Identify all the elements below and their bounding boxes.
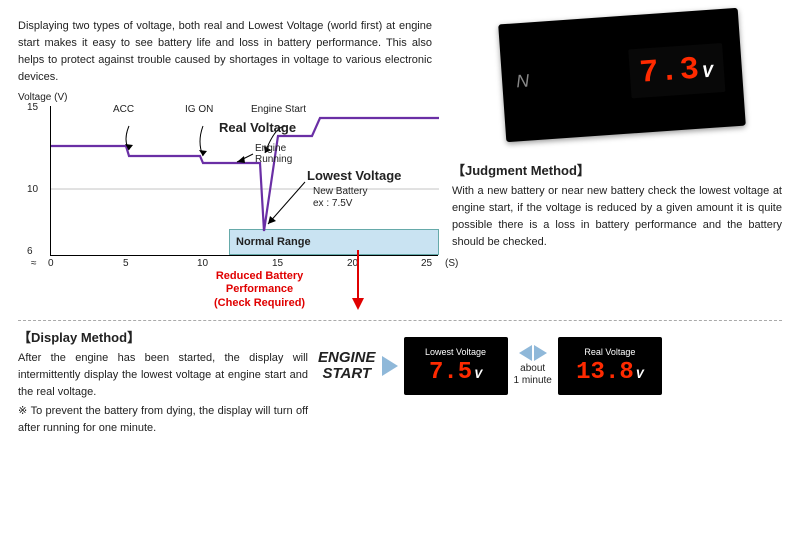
xtick-10: 10 — [197, 258, 208, 269]
intro-text: Displaying two types of voltage, both re… — [18, 18, 432, 86]
label-example: ex : 7.5V — [313, 198, 352, 209]
display-method-title: 【Display Method】 — [18, 327, 308, 346]
top-row: Displaying two types of voltage, both re… — [0, 0, 800, 312]
left-column: Displaying two types of voltage, both re… — [0, 0, 440, 312]
arrow-right-small-icon — [534, 345, 547, 361]
judgment-title: 【Judgment Method】 — [452, 160, 782, 179]
y-axis-label: Voltage (V) — [18, 92, 67, 103]
bidirectional-arrows: about1 minute — [514, 345, 552, 387]
axis-break: ≈ — [31, 258, 37, 269]
flow-diagram: ENGINESTART Lowest Voltage 7.5V about1 m… — [318, 327, 782, 395]
judgment-body: With a new battery or near new battery c… — [452, 183, 782, 251]
lowest-value: 7.5V — [429, 359, 482, 386]
right-column: N 7.3V 【Judgment Method】 With a new batt… — [440, 0, 800, 312]
device-side-letter: N — [515, 71, 529, 93]
real-voltage-display: Real Voltage 13.8V — [558, 337, 662, 395]
ytick-10: 10 — [27, 184, 38, 195]
engine-start-label: ENGINESTART — [318, 350, 376, 383]
ytick-6: 6 — [27, 246, 33, 257]
red-arrow-icon — [348, 250, 372, 312]
label-real-voltage: Real Voltage — [219, 120, 296, 135]
interval-label: about1 minute — [514, 363, 552, 387]
reduced-performance-text: Reduced BatteryPerformance(Check Require… — [214, 270, 305, 310]
lowest-voltage-display: Lowest Voltage 7.5V — [404, 337, 508, 395]
device-photo: N 7.3V — [498, 8, 746, 142]
ytick-15: 15 — [27, 102, 38, 113]
arrow-right-icon — [382, 356, 398, 376]
label-engine-running: EngineRunning — [255, 144, 292, 165]
judgment-section: 【Judgment Method】 With a new battery or … — [452, 160, 782, 251]
divider — [18, 320, 782, 321]
device-value: 7.3V — [638, 50, 715, 92]
arrow-left-icon — [519, 345, 532, 361]
xtick-25: 25 — [421, 258, 432, 269]
display-method-note: ※ To prevent the battery from dying, the… — [18, 403, 308, 437]
display-method-section: 【Display Method】 After the engine has be… — [18, 327, 318, 437]
real-title: Real Voltage — [584, 347, 635, 357]
x-axis-unit: (S) — [445, 258, 458, 269]
lowest-title: Lowest Voltage — [425, 347, 486, 357]
device-display: 7.3V — [628, 43, 726, 98]
voltage-chart: Voltage (V) 15 10 6 ≈ 0 5 10 15 20 25 (S… — [18, 92, 432, 312]
xtick-0: 0 — [48, 258, 54, 269]
real-value: 13.8V — [576, 359, 643, 386]
label-new-battery: New Battery — [313, 186, 367, 197]
label-lowest-voltage: Lowest Voltage — [307, 168, 401, 183]
xtick-5: 5 — [123, 258, 129, 269]
bottom-row: 【Display Method】 After the engine has be… — [0, 327, 800, 437]
chart-area: 15 10 6 ≈ 0 5 10 15 20 25 (S) ACC IG ON … — [50, 106, 438, 256]
display-method-body: After the engine has been started, the d… — [18, 350, 308, 401]
xtick-15: 15 — [272, 258, 283, 269]
